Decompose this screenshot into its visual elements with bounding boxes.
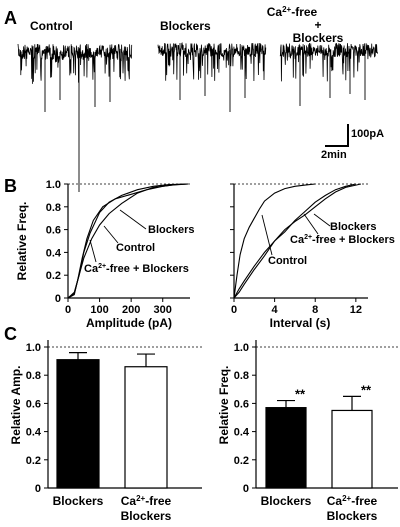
y-tick-label: 0.2 xyxy=(46,270,61,282)
c-amp-bars xyxy=(56,352,168,489)
y-tick-label: 0.8 xyxy=(46,202,61,214)
cdf-series-ca2-free-blockers xyxy=(233,183,362,299)
panel-a-letter: A xyxy=(4,8,17,28)
y-tick-label: 0.4 xyxy=(234,427,250,439)
y-tick-label: 0.2 xyxy=(234,455,249,467)
y-tick-label: 0.6 xyxy=(46,225,61,237)
b-amp-label-control: Control xyxy=(116,242,155,254)
c-amp-cat2-line1: Ca2+-free xyxy=(121,494,172,508)
y-tick-label: 0 xyxy=(35,483,41,495)
bar-2 xyxy=(331,409,373,489)
c-amp-cat1: Blockers xyxy=(53,494,104,508)
y-tick-label: 0.2 xyxy=(26,455,41,467)
trace-path xyxy=(279,42,379,82)
ca-suffix: -free xyxy=(291,5,317,19)
y-tick-label: 0 xyxy=(243,483,249,495)
current-trace-blockers xyxy=(157,42,267,112)
x-tick-label: 0 xyxy=(231,304,237,316)
current-trace-ca-free-blockers xyxy=(279,42,379,106)
b-amp-xticks: 0 100 200 300 xyxy=(65,298,172,316)
ca-plus: + xyxy=(314,18,321,32)
cdf-series-ca2-free-blockers xyxy=(67,183,189,299)
b-int-pointer-blockers xyxy=(313,213,331,227)
c-freq-bars: ** ** xyxy=(265,382,373,489)
scale-bar-time: 2min xyxy=(321,149,347,161)
b-int-curves xyxy=(233,183,362,299)
y-tick-label: 0.8 xyxy=(26,370,41,382)
bar-2 xyxy=(124,366,168,489)
y-tick-label: 0.4 xyxy=(46,247,62,259)
c-freq-cat2-line2: Blockers xyxy=(327,509,378,523)
c-freq-cat1: Blockers xyxy=(261,494,312,508)
b-amp-pointer-control xyxy=(103,225,119,244)
b-int-pointer-control xyxy=(261,214,273,256)
b-amp-yticks: 0 0.2 0.4 0.6 0.8 1.0 xyxy=(46,179,68,305)
trace-path xyxy=(157,42,267,82)
ca-text: Ca xyxy=(267,5,283,19)
x-tick-label: 0 xyxy=(65,304,71,316)
y-tick-label: 0.6 xyxy=(234,398,249,410)
b-amp-curves xyxy=(67,183,189,299)
x-tick-label: 8 xyxy=(312,304,318,316)
cdf-series-control xyxy=(233,183,316,299)
ca-sup: 2+ xyxy=(282,5,291,14)
scale-bar-lines xyxy=(325,124,349,147)
x-tick-label: 100 xyxy=(90,304,108,316)
b-int-xticks: 0 4 8 12 xyxy=(230,183,362,316)
b-amp-label-blockers: Blockers xyxy=(148,224,194,236)
b-ylabel: Relative Freq. xyxy=(15,202,29,281)
x-tick-label: 4 xyxy=(272,304,279,316)
bar-1 xyxy=(265,407,307,489)
x-tick-label: 12 xyxy=(350,304,362,316)
panel-c-letter: C xyxy=(4,324,17,344)
svg-text:Ca2+-free: Ca2+-free xyxy=(267,5,318,19)
y-tick-label: 1.0 xyxy=(26,342,41,354)
bar-1 xyxy=(56,359,100,489)
trace-path xyxy=(17,43,133,84)
significance-marker: ** xyxy=(361,382,372,397)
b-int-label-blockers: Blockers xyxy=(330,221,376,233)
b-amp-annotations: Blockers Control Ca2+-free + Blockers xyxy=(84,209,194,275)
c-freq-cat2-line1: Ca2+-free xyxy=(327,494,378,508)
cdf-series-blockers xyxy=(67,183,189,299)
current-trace-control xyxy=(17,43,133,192)
c-amp-yticks: 0 0.2 0.4 0.6 0.8 1.0 xyxy=(26,342,48,495)
trace-label-control: Control xyxy=(30,19,73,33)
b-int-pointer-ca xyxy=(303,213,319,235)
panel-b-letter: B xyxy=(4,176,17,196)
c-amp-ylabel: Relative Amp. xyxy=(9,366,23,445)
b-int-annotations: Blockers Ca2+-free + Blockers Control xyxy=(261,213,395,267)
b-amp-pointer-blockers xyxy=(119,209,147,230)
b-amp-label-ca: Ca2+-free + Blockers xyxy=(84,263,189,275)
b-int-xlabel: Interval (s) xyxy=(270,316,331,330)
scale-bar-amplitude: 100pA xyxy=(351,128,384,140)
y-tick-label: 0.4 xyxy=(26,427,42,439)
y-tick-label: 1.0 xyxy=(234,342,249,354)
trace-label-blockers: Blockers xyxy=(160,19,211,33)
b-int-label-ca: Ca2+-free + Blockers xyxy=(290,234,395,246)
c-freq-yticks: 0 0.2 0.4 0.6 0.8 1.0 xyxy=(234,342,256,495)
y-tick-label: 0.8 xyxy=(234,370,249,382)
b-int-axes xyxy=(233,183,368,299)
x-tick-label: 200 xyxy=(122,304,140,316)
y-tick-label: 0 xyxy=(55,293,61,305)
significance-marker: ** xyxy=(295,387,306,402)
b-amp-axes xyxy=(67,183,190,299)
b-int-label-control: Control xyxy=(268,255,307,267)
trace-label-ca-free: Ca2+-free + Blockers xyxy=(267,5,344,45)
y-tick-label: 1.0 xyxy=(46,179,61,191)
b-amp-xlabel: Amplitude (pA) xyxy=(86,316,172,330)
ca-blockers: Blockers xyxy=(293,31,344,45)
c-amp-cat2-line2: Blockers xyxy=(121,509,172,523)
c-freq-ylabel: Relative Freq. xyxy=(217,366,231,445)
b-amp-pointer-ca xyxy=(89,239,97,263)
x-tick-label: 300 xyxy=(154,304,172,316)
scale-bar: 100pA 2min xyxy=(321,124,384,161)
y-tick-label: 0.6 xyxy=(26,398,41,410)
